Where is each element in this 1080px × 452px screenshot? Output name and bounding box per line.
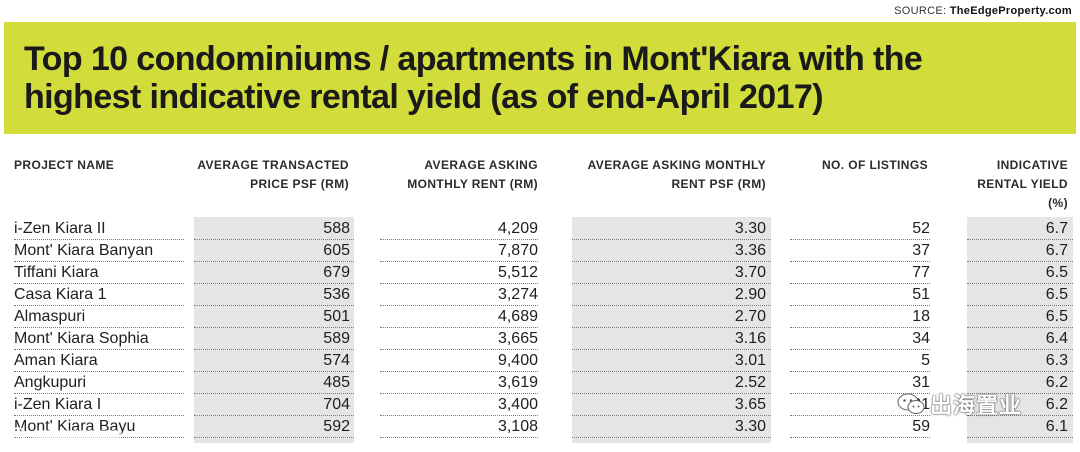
table-row: Tiffani Kiara 679 5,512 3.70 77 6.5: [0, 262, 1080, 284]
cell-avg-price-psf: 679: [194, 262, 354, 284]
cell-avg-price-psf: 592: [194, 416, 354, 438]
cell-avg-rent-psf: 3.70: [572, 262, 771, 284]
cell-rental-yield: 6.2: [967, 394, 1073, 416]
header-price-line-2: PRICE PSF (RM): [250, 177, 349, 191]
cell-avg-price-psf: 485: [194, 372, 354, 394]
cell-avg-price-psf: 588: [194, 218, 354, 240]
cell-avg-monthly-rent: 5,512: [380, 262, 538, 284]
header-rent-line-2: MONTHLY RENT (RM): [407, 177, 538, 191]
cell-avg-price-psf: 589: [194, 328, 354, 350]
cell-project-name: Mont' Kiara Banyan: [14, 240, 184, 262]
cell-rental-yield: 6.7: [967, 240, 1073, 262]
shade-column-price: [194, 217, 354, 443]
header-avg-asking-rent: AVERAGE ASKING MONTHLY RENT (RM): [380, 156, 538, 194]
cell-project-name: Angkupuri: [14, 372, 184, 394]
title-line-1: Top 10 condominiums / apartments in Mont…: [24, 40, 923, 78]
table-row: i-Zen Kiara II 588 4,209 3.30 52 6.7: [0, 218, 1080, 240]
table-body: i-Zen Kiara II 588 4,209 3.30 52 6.7 Mont' Kia…: [0, 218, 1080, 438]
page-title: Top 10 condominiums / apartments in Mont…: [24, 40, 1024, 116]
header-yield-line-1: INDICATIVE: [996, 158, 1068, 172]
table-row: Angkupuri 485 3,619 2.52 31 6.2: [0, 372, 1080, 394]
shade-column-yield: [967, 217, 1073, 443]
header-rental-yield: INDICATIVE RENTAL YIELD (%): [940, 156, 1068, 213]
table-row: Mont' Kiara Sophia 589 3,665 3.16 34 6.4: [0, 328, 1080, 350]
cell-avg-monthly-rent: 3,400: [380, 394, 538, 416]
logo-watermark-icon: [11, 427, 122, 441]
header-yield-line-3: (%): [1048, 196, 1068, 210]
table-row: Casa Kiara 1 536 3,274 2.90 51 6.5: [0, 284, 1080, 306]
cell-rental-yield: 6.5: [967, 284, 1073, 306]
header-avg-transacted-price: AVERAGE TRANSACTED PRICE PSF (RM): [194, 156, 349, 194]
cell-no-of-listings: 51: [790, 284, 930, 306]
header-rent-line-1: AVERAGE ASKING: [424, 158, 538, 172]
title-line-2: highest indicative rental yield (as of e…: [24, 78, 824, 116]
cell-avg-rent-psf: 2.70: [572, 306, 771, 328]
cell-project-name: Casa Kiara 1: [14, 284, 184, 306]
header-yield-line-2: RENTAL YIELD: [977, 177, 1068, 191]
cell-no-of-listings: 5: [790, 350, 930, 372]
cell-avg-rent-psf: 3.30: [572, 416, 771, 438]
header-price-line-1: AVERAGE TRANSACTED: [197, 158, 349, 172]
cell-avg-price-psf: 605: [194, 240, 354, 262]
header-avg-asking-rent-psf: AVERAGE ASKING MONTHLY RENT PSF (RM): [572, 156, 766, 194]
title-banner: [4, 22, 1076, 134]
cell-avg-rent-psf: 2.52: [572, 372, 771, 394]
cell-project-name: Tiffani Kiara: [14, 262, 184, 284]
cell-project-name: i-Zen Kiara I: [14, 394, 184, 416]
cell-avg-monthly-rent: 3,665: [380, 328, 538, 350]
cell-no-of-listings: 59: [790, 416, 930, 438]
cell-avg-rent-psf: 3.16: [572, 328, 771, 350]
cell-avg-monthly-rent: 9,400: [380, 350, 538, 372]
header-no-of-listings: NO. OF LISTINGS: [821, 158, 928, 172]
cell-project-name: Mont' Kiara Sophia: [14, 328, 184, 350]
cell-no-of-listings: 52: [790, 218, 930, 240]
cell-rental-yield: 6.1: [967, 416, 1073, 438]
cell-no-of-listings: 37: [790, 240, 930, 262]
cell-avg-rent-psf: 3.36: [572, 240, 771, 262]
cell-avg-monthly-rent: 4,209: [380, 218, 538, 240]
cell-project-name: i-Zen Kiara II: [14, 218, 184, 240]
cell-rental-yield: 6.3: [967, 350, 1073, 372]
cell-rental-yield: 6.5: [967, 262, 1073, 284]
source-credit: SOURCE: TheEdgeProperty.com: [894, 5, 1072, 17]
source-prefix: SOURCE:: [894, 5, 947, 17]
cell-rental-yield: 6.4: [967, 328, 1073, 350]
cell-avg-monthly-rent: 7,870: [380, 240, 538, 262]
header-rent-psf-line-1: AVERAGE ASKING MONTHLY: [587, 158, 766, 172]
cell-avg-price-psf: 501: [194, 306, 354, 328]
cell-project-name: Almaspuri: [14, 306, 184, 328]
cell-no-of-listings: 34: [790, 328, 930, 350]
shade-column-rent-psf: [572, 217, 771, 443]
cell-project-name: Aman Kiara: [14, 350, 184, 372]
cell-rental-yield: 6.7: [967, 218, 1073, 240]
cell-rental-yield: 6.5: [967, 306, 1073, 328]
cell-avg-price-psf: 704: [194, 394, 354, 416]
cell-avg-monthly-rent: 4,689: [380, 306, 538, 328]
cell-avg-rent-psf: 2.90: [572, 284, 771, 306]
cell-avg-price-psf: 574: [194, 350, 354, 372]
cell-avg-rent-psf: 3.01: [572, 350, 771, 372]
cell-avg-rent-psf: 3.30: [572, 218, 771, 240]
cell-avg-monthly-rent: 3,619: [380, 372, 538, 394]
cell-no-of-listings: 18: [790, 306, 930, 328]
cell-no-of-listings: 77: [790, 262, 930, 284]
source-name: TheEdgeProperty.com: [949, 5, 1072, 17]
cell-avg-monthly-rent: 3,108: [380, 416, 538, 438]
table-row: Almaspuri 501 4,689 2.70 18 6.5: [0, 306, 1080, 328]
cell-avg-monthly-rent: 3,274: [380, 284, 538, 306]
watermark-text: 出海置业: [930, 393, 1023, 418]
header-project-name: PROJECT NAME: [14, 158, 115, 172]
table-row: Mont' Kiara Bayu 592 3,108 3.30 59 6.1: [0, 416, 1080, 438]
table-row: Aman Kiara 574 9,400 3.01 5 6.3: [0, 350, 1080, 372]
cell-rental-yield: 6.2: [967, 372, 1073, 394]
cell-no-of-listings: 31: [790, 372, 930, 394]
cell-avg-rent-psf: 3.65: [572, 394, 771, 416]
cell-avg-price-psf: 536: [194, 284, 354, 306]
header-rent-psf-line-2: RENT PSF (RM): [671, 177, 766, 191]
wechat-icon: [897, 393, 925, 414]
table-row: Mont' Kiara Banyan 605 7,870 3.36 37 6.7: [0, 240, 1080, 262]
